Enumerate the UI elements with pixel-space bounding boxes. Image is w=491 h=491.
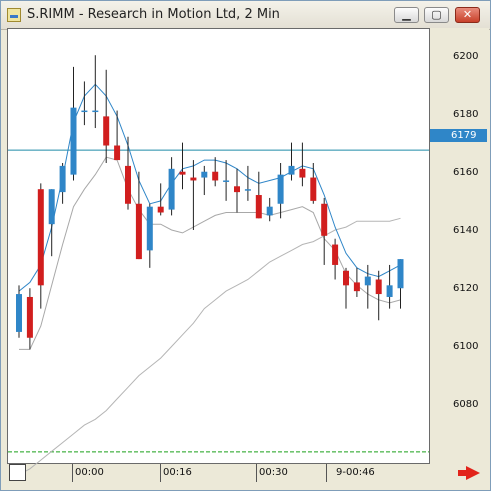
- y-tick-label: 6100: [453, 341, 479, 352]
- up-candle: [92, 110, 99, 113]
- down-candle: [157, 206, 164, 213]
- up-candle: [277, 174, 284, 204]
- x-tick-mark: [72, 464, 73, 482]
- down-candle: [353, 282, 360, 292]
- down-candle: [37, 189, 44, 286]
- down-candle: [26, 296, 33, 338]
- minimize-icon: ▁: [402, 8, 411, 21]
- scroll-box[interactable]: [9, 464, 26, 481]
- up-candle: [146, 206, 153, 251]
- time-axis: [7, 464, 430, 489]
- down-candle: [114, 145, 121, 161]
- up-candle: [386, 285, 393, 297]
- down-candle: [310, 177, 317, 201]
- x-tick-label: 00:16: [163, 467, 192, 478]
- down-candle: [135, 203, 142, 260]
- down-candle: [125, 165, 131, 204]
- down-candle: [375, 279, 382, 295]
- up-candle: [81, 110, 88, 113]
- price-axis: [430, 28, 489, 464]
- window-title: S.RIMM - Research in Motion Ltd, 2 Min: [27, 7, 280, 22]
- down-candle: [299, 168, 306, 178]
- down-candle: [103, 116, 110, 146]
- up-candle: [266, 206, 273, 216]
- close-button[interactable]: ✕: [455, 7, 480, 23]
- scroll-right-arrow-icon[interactable]: [458, 466, 480, 480]
- y-tick-label: 6080: [453, 399, 479, 410]
- y-tick-label: 6140: [453, 225, 479, 236]
- x-tick-mark: [160, 464, 161, 482]
- up-candle: [223, 180, 230, 182]
- chart-app-icon: [7, 8, 21, 22]
- y-tick-label: 6120: [453, 283, 479, 294]
- current-price-label: 6179: [430, 129, 487, 142]
- fast-moving-average-line: [18, 83, 401, 292]
- up-candle: [168, 168, 175, 210]
- x-tick-label: 9-00:46: [336, 467, 375, 478]
- down-candle: [179, 171, 186, 175]
- y-tick-label: 6160: [453, 167, 479, 178]
- x-tick-mark: [256, 464, 257, 482]
- y-tick-label: 6200: [453, 51, 479, 62]
- down-candle: [343, 270, 349, 286]
- down-candle: [332, 244, 339, 265]
- up-candle: [288, 165, 295, 175]
- minimize-button[interactable]: ▁: [394, 7, 419, 23]
- up-candle: [397, 259, 404, 289]
- up-candle: [244, 189, 251, 191]
- down-candle: [321, 203, 328, 236]
- up-candle: [59, 165, 66, 193]
- long-moving-average-line: [18, 217, 401, 476]
- up-candle: [16, 294, 22, 332]
- x-tick-label: 00:00: [75, 467, 104, 478]
- slow-moving-average-line: [19, 156, 401, 350]
- maximize-icon: ▢: [431, 8, 442, 21]
- up-candle: [201, 171, 208, 178]
- x-tick-label: 00:30: [259, 467, 288, 478]
- up-candle: [364, 276, 371, 286]
- x-tick-mark: [326, 464, 327, 482]
- up-candle: [70, 107, 77, 175]
- plot-area[interactable]: [7, 28, 430, 464]
- maximize-button[interactable]: ▢: [424, 7, 449, 23]
- close-icon: ✕: [462, 8, 473, 21]
- down-candle: [255, 195, 262, 219]
- down-candle: [234, 186, 240, 193]
- y-tick-label: 6180: [453, 109, 479, 120]
- title-bar[interactable]: S.RIMM - Research in Motion Ltd, 2 Min ▁…: [1, 1, 490, 30]
- down-candle: [190, 177, 197, 181]
- down-candle: [212, 171, 219, 181]
- up-candle: [48, 189, 55, 225]
